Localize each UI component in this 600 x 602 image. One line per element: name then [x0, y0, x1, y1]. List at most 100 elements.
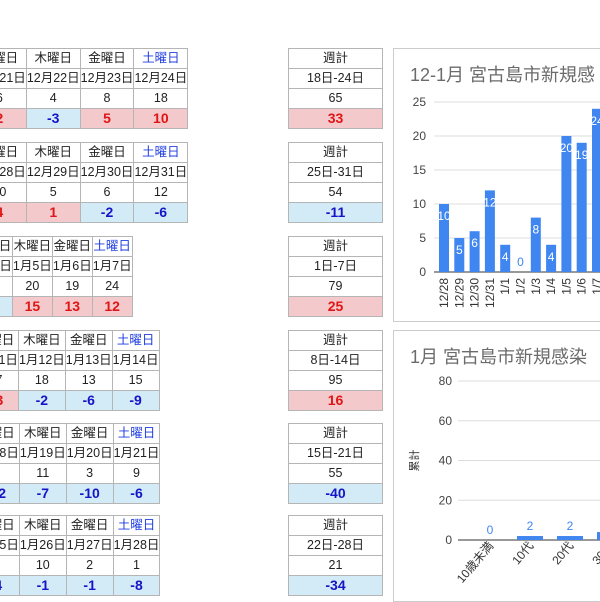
diff-cell: 10 — [133, 108, 189, 129]
table-cell: 1月20日 — [65, 443, 114, 464]
table-cell: 1月11日 — [0, 350, 19, 371]
weekday-header: 金曜日 — [65, 423, 114, 444]
summary-total: 79 — [288, 276, 383, 297]
bar — [576, 142, 587, 272]
x-tick-label: 1/7 — [590, 278, 600, 295]
table-cell: 1月7日 — [91, 256, 133, 277]
x-tick-label: 10歳未満 — [454, 539, 496, 586]
count-row: 11021 — [0, 555, 161, 576]
chart-age-cases: 1月 宮古島市新規感染 020406080累計010歳未満210代220代430… — [393, 330, 600, 602]
date-row: 1月11日1月12日1月13日1月14日 — [0, 350, 160, 371]
week-summary-table: 週計 18日-24日 65 33 — [288, 48, 383, 129]
weekday-header-row: 水曜日木曜日金曜日土曜日 — [0, 236, 133, 257]
table-cell: 12 — [133, 182, 189, 203]
diff-cell: -4 — [0, 575, 20, 596]
table-cell: 12月28日 — [0, 162, 27, 183]
table-cell: 9 — [112, 463, 161, 484]
table-cell: 24 — [91, 276, 133, 297]
table-cell: 5 — [25, 182, 81, 203]
table-cell: 1月4日 — [0, 256, 13, 277]
weekday-header-row: 水曜日木曜日金曜日土曜日 — [0, 515, 161, 536]
data-label: 0 — [517, 255, 524, 269]
x-tick-label: 10代 — [509, 539, 536, 567]
summary-header: 週計 — [288, 236, 383, 257]
table-cell: 1月13日 — [64, 350, 113, 371]
date-row: 12月21日12月22日12月23日12月24日 — [0, 68, 189, 89]
table-cell: 12月23日 — [79, 68, 135, 89]
summary-diff: 16 — [288, 390, 383, 411]
weekday-header: 土曜日 — [133, 142, 189, 163]
diff-row: 13-2-6-9 — [0, 390, 160, 411]
table-cell: 12月29日 — [25, 162, 81, 183]
bar — [530, 217, 541, 272]
summary-diff: 33 — [288, 108, 383, 129]
y-tick-label: 5 — [419, 231, 426, 245]
table-cell: 1月26日 — [18, 535, 67, 556]
weekday-header: 土曜日 — [111, 330, 160, 351]
weekday-header: 金曜日 — [64, 330, 113, 351]
weekday-header: 金曜日 — [51, 236, 93, 257]
diff-cell: -12 — [0, 483, 20, 504]
x-tick-label: 30代 — [589, 539, 600, 567]
diff-cell: -1 — [65, 575, 114, 596]
data-label: 20 — [560, 141, 574, 155]
week-table: 水曜日木曜日金曜日土曜日12月21日12月22日12月23日12月24日6481… — [0, 48, 189, 129]
data-label: 6 — [471, 236, 478, 250]
summary-range: 8日-14日 — [288, 350, 383, 371]
count-row: 17181315 — [0, 370, 160, 391]
table-cell: 11 — [18, 463, 67, 484]
summary-diff: -34 — [288, 575, 383, 596]
table-cell: 2 — [65, 555, 114, 576]
count-row: 4201924 — [0, 276, 133, 297]
weekday-header: 木曜日 — [25, 48, 81, 69]
summary-range: 15日-21日 — [288, 443, 383, 464]
y-tick-label: 0 — [445, 533, 452, 547]
diff-cell: -6 — [64, 390, 113, 411]
bar — [439, 204, 449, 272]
summary-total: 55 — [288, 463, 383, 484]
summary-header: 週計 — [288, 142, 383, 163]
bar — [517, 536, 543, 540]
week-table: 水曜日木曜日金曜日土曜日1月11日1月12日1月13日1月14日17181315… — [0, 330, 160, 411]
diff-cell: 13 — [51, 296, 93, 317]
y-axis-label: 累計 — [407, 450, 421, 472]
weekday-header: 水曜日 — [0, 236, 13, 257]
weekday-header: 水曜日 — [0, 330, 19, 351]
summary-header: 週計 — [288, 423, 383, 444]
date-row: 1月4日1月5日1月6日1月7日 — [0, 256, 133, 277]
table-cell: 8 — [79, 88, 135, 109]
week-summary-table: 週計 15日-21日 55 -40 — [288, 423, 383, 504]
table-cell: 13 — [64, 370, 113, 391]
week-table: 水曜日木曜日金曜日土曜日1月4日1月5日1月6日1月7日4201924-6151… — [0, 236, 133, 317]
count-row: 64818 — [0, 88, 189, 109]
y-tick-label: 40 — [439, 454, 453, 468]
weekday-header: 金曜日 — [65, 515, 114, 536]
diff-cell: 13 — [0, 390, 19, 411]
x-tick-label: 1/3 — [529, 278, 543, 295]
weekday-header-row: 水曜日木曜日金曜日土曜日 — [0, 48, 189, 69]
chart-svg: 0 5 10 15 20 25 10 12/28 5 12/29 6 12/30 12 12/31 4 1/1… — [413, 95, 600, 308]
chart-title: 1月 宮古島市新規感染 — [410, 347, 588, 367]
weekday-header: 土曜日 — [91, 236, 133, 257]
weekday-header: 水曜日 — [0, 423, 20, 444]
summary-header: 週計 — [288, 330, 383, 351]
table-cell: 10 — [0, 182, 27, 203]
y-tick-label: 10 — [413, 197, 427, 211]
table-cell: 4 — [0, 276, 13, 297]
diff-cell: 15 — [11, 296, 53, 317]
table-cell: 1月19日 — [18, 443, 67, 464]
bar — [561, 136, 572, 272]
table-cell: 1 — [112, 555, 161, 576]
table-cell: 6 — [79, 182, 135, 203]
weekday-header-row: 水曜日木曜日金曜日土曜日 — [0, 330, 160, 351]
x-tick-label: 1/4 — [544, 278, 558, 295]
weekday-header: 土曜日 — [112, 423, 161, 444]
table-cell: 12月30日 — [79, 162, 135, 183]
weekday-header: 金曜日 — [79, 142, 135, 163]
table-cell: 12月21日 — [0, 68, 27, 89]
data-label: 10 — [437, 209, 451, 223]
diff-row: 41-2-6 — [0, 202, 189, 223]
weekday-header: 木曜日 — [18, 423, 67, 444]
diff-cell: 4 — [0, 202, 27, 223]
